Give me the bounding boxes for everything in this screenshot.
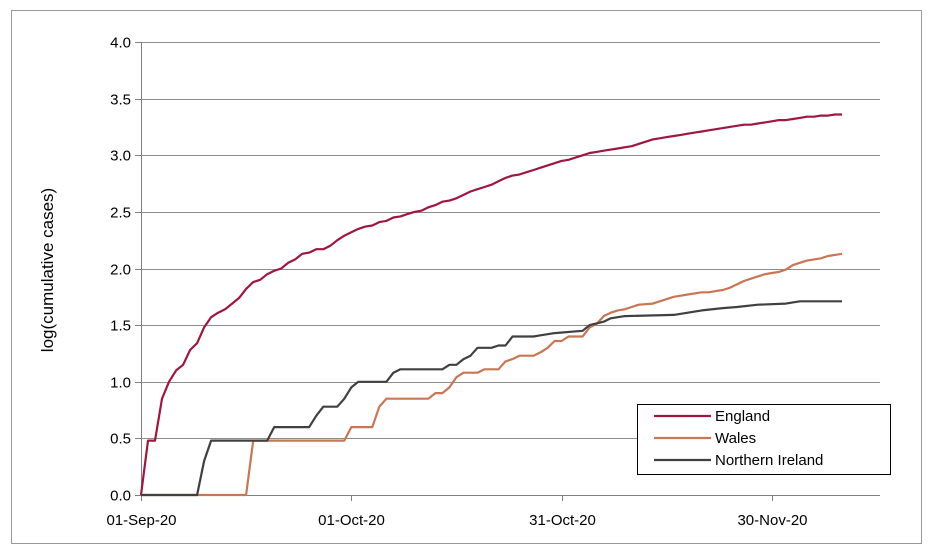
y-axis-ticks: 0.0 0.5 1.0 1.5 2.0 2.5 3.0 3.5 4.0 <box>110 35 141 505</box>
legend-label-northern-ireland: Northern Ireland <box>715 452 823 469</box>
series-line-wales <box>141 252 843 497</box>
x-axis-ticks: 01-Sep-20 01-Oct-20 31-Oct-20 30-Nov-20 <box>106 495 808 529</box>
y-tick-label: 4.0 <box>110 35 131 52</box>
y-tick-label: 1.5 <box>110 318 131 335</box>
x-tick-label: 30-Nov-20 <box>737 512 807 529</box>
x-tick-label: 01-Sep-20 <box>106 512 176 529</box>
y-tick-label: 2.0 <box>110 262 131 279</box>
y-tick-label: 0.0 <box>110 488 131 505</box>
y-tick-label: 2.5 <box>110 205 131 222</box>
y-tick-label: 3.5 <box>110 92 131 109</box>
legend-label-wales: Wales <box>715 430 756 447</box>
y-tick-label: 3.0 <box>110 148 131 165</box>
x-tick-label: 31-Oct-20 <box>529 512 596 529</box>
series-line-england <box>139 113 842 496</box>
series-line-northern-ireland <box>141 300 842 497</box>
legend-label-england: England <box>715 408 770 425</box>
x-tick-label: 01-Oct-20 <box>318 512 385 529</box>
legend: England Wales Northern Ireland <box>637 404 891 475</box>
y-tick-label: 0.5 <box>110 431 131 448</box>
series-lines <box>139 113 843 497</box>
y-axis-title: log(cumulative cases) <box>38 188 57 352</box>
y-tick-label: 1.0 <box>110 375 131 392</box>
legend-items: England Wales Northern Ireland <box>654 408 823 469</box>
